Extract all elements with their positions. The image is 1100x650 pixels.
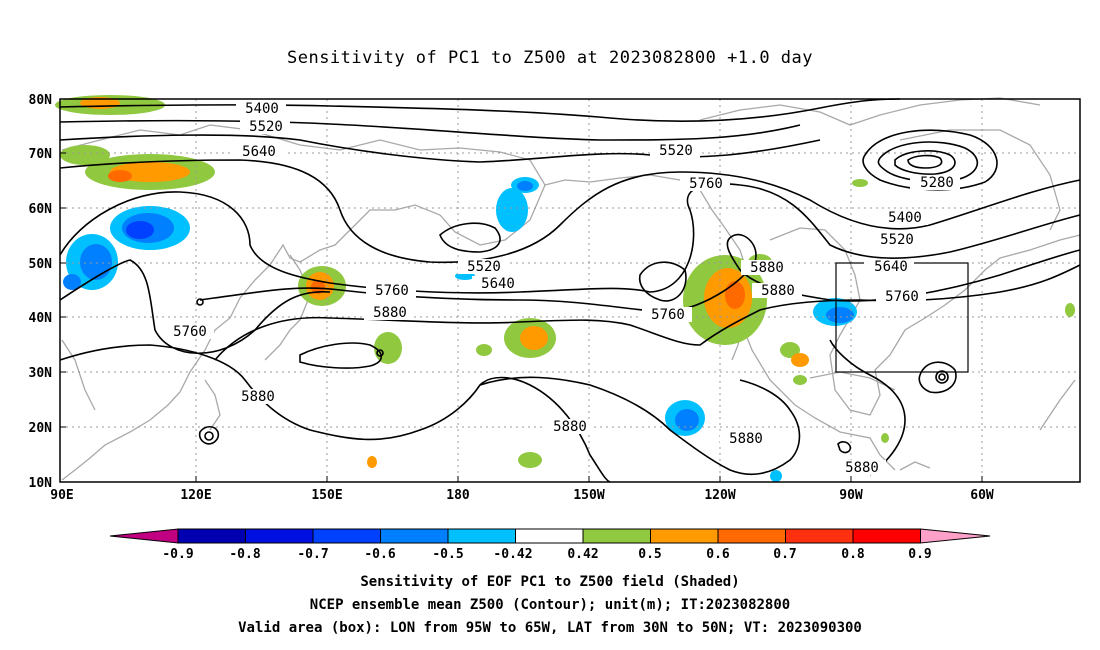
contour-label: 5520 (659, 143, 693, 159)
lon-tick-label: 120E (180, 488, 211, 503)
contour-label: 5760 (375, 283, 409, 299)
contour-label: 5400 (888, 210, 922, 226)
colorbar-cell (380, 528, 449, 544)
contour-label: 5880 (845, 460, 879, 476)
colorbar-tick-label: 0.5 (638, 547, 661, 562)
lat-tick-label: 80N (29, 93, 53, 108)
shade-positive (520, 326, 548, 350)
shade-positive (476, 344, 492, 356)
lat-axis: 80N 70N 60N 50N 40N 30N 20N 10N (29, 93, 66, 491)
contour-label: 5280 (920, 175, 954, 191)
contour-label: 5520 (880, 232, 914, 248)
lat-tick-label: 30N (29, 366, 53, 381)
colorbar-tick-label: -0.8 (229, 547, 260, 562)
contour-labels: 5400 5520 5640 5520 5760 5280 5400 5520 … (164, 101, 960, 476)
contour-label: 5880 (241, 389, 275, 405)
shade-positive (311, 280, 325, 294)
shade-positive (793, 375, 807, 385)
colorbar-cell (245, 528, 314, 544)
lat-tick-label: 50N (29, 257, 53, 272)
colorbar-tick-label: 0.8 (841, 547, 865, 562)
lon-axis: 90E 120E 150E 180 150W 120W 90W 60W (50, 476, 994, 503)
colorbar-tick-label: 0.7 (773, 547, 796, 562)
shade-negative (496, 188, 528, 232)
contour-label: 5520 (249, 119, 283, 135)
shade-negative (770, 470, 782, 482)
colorbar-labels: -0.9 -0.8 -0.7 -0.6 -0.5 -0.42 0.42 0.5 … (162, 547, 931, 562)
lat-tick-label: 40N (29, 311, 53, 326)
shade-negative (126, 221, 154, 239)
contour-label: 5880 (750, 260, 784, 276)
colorbar-cell (447, 528, 516, 544)
shade-negative (675, 409, 699, 431)
shade-positive (518, 452, 542, 468)
shade-positive (1065, 303, 1075, 317)
lon-tick-label: 90E (50, 488, 73, 503)
colorbar-tick-label: 0.42 (567, 547, 598, 562)
colorbar-tick-label: -0.42 (493, 547, 532, 562)
colorbar-tick-label: 0.9 (908, 547, 931, 562)
shade-positive (374, 332, 402, 364)
shade-negative (80, 244, 112, 280)
colorbar-under-triangle (109, 528, 179, 544)
sensitivity-shading (55, 95, 1075, 482)
colorbar-tick-label: -0.5 (432, 547, 463, 562)
shade-positive (725, 281, 745, 309)
lat-tick-label: 20N (29, 421, 53, 436)
contour-label: 5640 (481, 276, 515, 292)
lon-tick-label: 180 (446, 488, 470, 503)
shade-positive (881, 433, 889, 443)
contour-label: 5760 (885, 289, 919, 305)
contour-label: 5640 (874, 259, 908, 275)
lon-tick-label: 60W (970, 488, 994, 503)
contour-label: 5880 (373, 305, 407, 321)
lon-tick-label: 150W (573, 488, 604, 503)
colorbar-cell (785, 528, 854, 544)
shade-positive (780, 342, 800, 358)
colorbar-cell (650, 528, 719, 544)
shade-negative (63, 274, 81, 290)
colorbar-cell (717, 528, 786, 544)
shade-negative (826, 307, 854, 323)
shade-positive (367, 456, 377, 468)
contour-label: 5400 (245, 101, 279, 117)
lon-tick-label: 150E (311, 488, 342, 503)
lat-tick-label: 70N (29, 147, 53, 162)
colorbar-tick-label: 0.6 (706, 547, 730, 562)
colorbar-cell (582, 528, 651, 544)
lat-tick-label: 10N (29, 476, 53, 491)
caption-contour: NCEP ensemble mean Z500 (Contour); unit(… (309, 597, 791, 613)
lon-tick-label: 90W (839, 488, 863, 503)
colorbar-cell (177, 528, 246, 544)
colorbar-tick-label: -0.9 (162, 547, 193, 562)
plot-frame (59, 98, 1081, 483)
caption-shading: Sensitivity of EOF PC1 to Z500 field (Sh… (360, 574, 740, 590)
shade-positive (108, 170, 132, 182)
contour-label: 5520 (467, 259, 501, 275)
contour-label: 5760 (173, 324, 207, 340)
contour-label: 5880 (729, 431, 763, 447)
contour-label: 5880 (553, 419, 587, 435)
colorbar-cell (515, 528, 584, 544)
contour-label: 5880 (761, 283, 795, 299)
lat-tick-label: 60N (29, 202, 53, 217)
shade-positive (60, 145, 110, 165)
contour-label: 5640 (242, 144, 276, 160)
colorbar-over-triangle (920, 528, 991, 544)
shade-positive (791, 353, 809, 367)
contour-label: 5760 (689, 176, 723, 192)
shade-positive (852, 179, 868, 187)
caption-valid-area: Valid area (box): LON from 95W to 65W, L… (238, 620, 862, 636)
contour-label: 5760 (651, 307, 685, 323)
colorbar-cell (312, 528, 381, 544)
colorbar (109, 528, 991, 544)
colorbar-tick-label: -0.7 (297, 547, 328, 562)
colorbar-cell (852, 528, 921, 544)
shade-negative (517, 181, 533, 191)
lon-tick-label: 120W (704, 488, 735, 503)
figure-title: Sensitivity of PC1 to Z500 at 2023082800… (286, 48, 813, 68)
colorbar-tick-label: -0.6 (364, 547, 395, 562)
